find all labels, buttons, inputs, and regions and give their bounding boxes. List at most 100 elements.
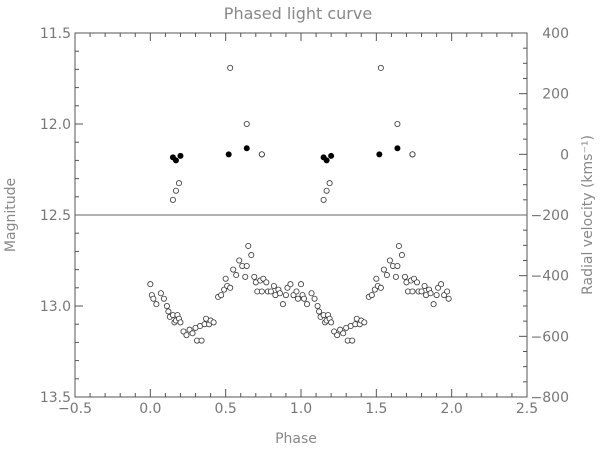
y-tick-label: 12.0	[40, 117, 71, 133]
data-point	[316, 308, 323, 315]
data-point	[414, 279, 421, 286]
data-point	[189, 330, 196, 337]
data-point	[251, 273, 258, 280]
data-point	[323, 187, 330, 194]
y-tick-label: 13.0	[40, 299, 71, 315]
data-point	[430, 301, 437, 308]
data-point	[386, 257, 393, 264]
data-point	[320, 196, 327, 203]
data-point	[210, 319, 217, 326]
data-point	[225, 151, 232, 158]
data-point	[243, 262, 250, 269]
data-point	[297, 281, 304, 288]
data-point	[421, 282, 428, 289]
x-tick-label: 1.0	[290, 401, 312, 417]
data-point	[433, 292, 440, 299]
data-point	[287, 281, 294, 288]
data-point	[150, 295, 157, 302]
data-point	[398, 252, 405, 259]
data-point	[334, 332, 341, 339]
data-point	[418, 288, 425, 295]
y-axis-title: Magnitude	[3, 178, 19, 252]
data-point	[248, 252, 255, 259]
y2-tick-label: 0	[560, 147, 569, 163]
data-point	[153, 301, 160, 308]
y2-axis-title: Radial velocity (kms⁻¹)	[580, 135, 596, 295]
data-point	[401, 273, 408, 280]
data-point	[172, 187, 179, 194]
y2-tick-label: 200	[542, 87, 569, 103]
data-point	[368, 292, 375, 299]
x-axis-title: Phase	[275, 431, 317, 447]
chart-title: Phased light curve	[224, 4, 372, 23]
data-points	[147, 64, 452, 344]
data-point	[409, 151, 416, 158]
x-tick-label: 1.5	[365, 401, 387, 417]
data-point	[328, 319, 335, 326]
data-point	[258, 151, 265, 158]
data-point	[373, 275, 380, 282]
data-point	[227, 64, 234, 71]
data-point	[177, 152, 184, 159]
data-point	[227, 284, 234, 291]
x-tick-label: 2.0	[441, 401, 463, 417]
data-point	[147, 281, 154, 288]
x-tick-label: −0.5	[58, 401, 92, 417]
y2-axis-ticks: 400 200 0 −200 −400 −600 −800	[519, 26, 569, 406]
y-tick-label: 13.5	[40, 390, 71, 406]
data-point	[326, 180, 333, 187]
data-point	[314, 302, 321, 309]
data-point	[245, 242, 252, 249]
data-point	[172, 157, 179, 164]
data-point	[198, 337, 205, 344]
x-tick-label: 0.0	[139, 401, 161, 417]
data-point	[279, 301, 286, 308]
y-tick-label: 12.5	[40, 208, 71, 224]
data-point	[230, 266, 237, 273]
data-point	[165, 308, 172, 315]
y2-tick-label: 400	[542, 26, 569, 42]
data-point	[323, 157, 330, 164]
data-point	[380, 266, 387, 273]
data-point	[394, 262, 401, 269]
data-point	[301, 295, 308, 302]
data-point	[376, 151, 383, 158]
data-point	[438, 281, 445, 288]
y-tick-label: 11.5	[40, 26, 71, 42]
data-point	[157, 290, 164, 297]
data-point	[263, 279, 270, 286]
y2-tick-label: −600	[531, 329, 569, 345]
data-point	[394, 145, 401, 152]
data-point	[392, 273, 399, 280]
data-point	[177, 319, 184, 326]
data-point	[222, 275, 229, 282]
y2-tick-label: −800	[531, 390, 569, 406]
data-point	[444, 288, 451, 295]
data-point	[311, 295, 318, 302]
data-point	[270, 282, 277, 289]
x-axis-ticks: −0.5 0.0 0.5 1.0 1.5 2.0 2.5	[58, 33, 538, 417]
data-point	[409, 288, 416, 295]
data-point	[243, 145, 250, 152]
data-point	[282, 292, 289, 299]
data-point	[361, 319, 368, 326]
data-point	[377, 284, 384, 291]
data-point	[267, 288, 274, 295]
data-point	[242, 273, 249, 280]
y2-tick-label: −400	[531, 269, 569, 285]
data-point	[243, 121, 250, 128]
data-point	[169, 196, 176, 203]
y2-tick-label: −200	[531, 208, 569, 224]
data-point	[308, 290, 315, 297]
x-tick-label: 0.5	[215, 401, 237, 417]
data-point	[427, 290, 434, 297]
data-point	[233, 272, 240, 279]
data-point	[383, 272, 390, 279]
data-point	[258, 288, 265, 295]
data-point	[218, 292, 225, 299]
data-point	[445, 295, 452, 302]
data-point	[293, 288, 300, 295]
data-point	[236, 257, 243, 264]
data-point	[328, 152, 335, 159]
x-tick-label: 2.5	[516, 401, 538, 417]
